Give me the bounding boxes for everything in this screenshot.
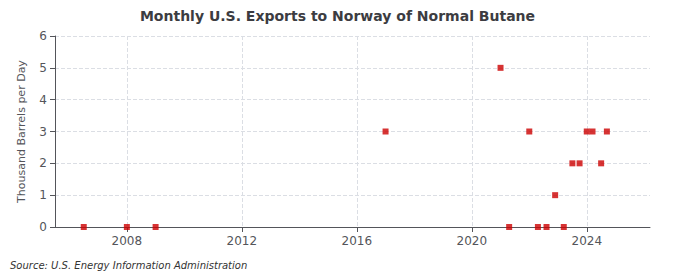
svg-text:2: 2 (39, 156, 47, 170)
svg-text:4: 4 (39, 93, 47, 107)
svg-text:2012: 2012 (227, 234, 258, 248)
svg-text:2024: 2024 (571, 234, 602, 248)
svg-text:3: 3 (39, 125, 47, 139)
svg-text:6: 6 (39, 29, 47, 43)
svg-text:5: 5 (39, 61, 47, 75)
svg-text:2008: 2008 (112, 234, 143, 248)
svg-text:Thousand Barrels per Day: Thousand Barrels per Day (15, 60, 28, 204)
svg-text:1: 1 (39, 188, 47, 202)
svg-text:Source: U.S. Energy Informatio: Source: U.S. Energy Information Administ… (10, 260, 247, 271)
svg-text:2016: 2016 (342, 234, 373, 248)
svg-text:Monthly U.S. Exports to Norway: Monthly U.S. Exports to Norway of Normal… (140, 8, 535, 24)
svg-text:0: 0 (39, 220, 47, 234)
svg-text:2020: 2020 (457, 234, 488, 248)
